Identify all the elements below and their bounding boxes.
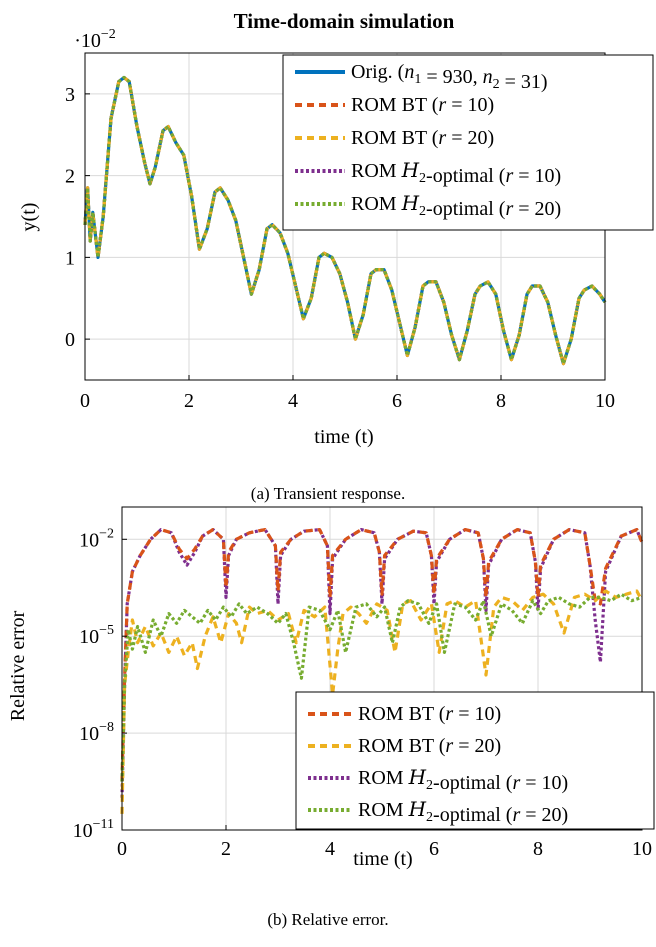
y-axis-label-a: y(t) — [18, 203, 40, 232]
y-tick-label: 3 — [65, 84, 75, 106]
x-tick-label: 10 — [595, 390, 615, 412]
y-axis-label-b: Relative error — [7, 610, 29, 721]
legend-label-h2_10: ROM H2-optimal (r = 10) — [351, 158, 561, 187]
legend-b: ROM BT (r = 10) ROM BT (r = 20) ROM H2-opt… — [295, 691, 655, 830]
legend-label-bt20: ROM BT (r = 20) — [358, 735, 501, 757]
transient-response-chart: 0 2 4 6 8 10 0 1 2 3 Time-domain simulation ·10−2… — [18, 9, 654, 448]
x-axis-label-b: time (t) — [353, 848, 412, 870]
chart-title: Time-domain simulation — [234, 9, 455, 33]
x-tick-label: 2 — [184, 390, 194, 412]
ticks-b: 0 2 4 6 8 10 10−2 10−5 10−8 10−11 — [73, 526, 652, 860]
ticks-a: 0 2 4 6 8 10 0 1 2 3 — [65, 84, 615, 412]
x-tick-label: 2 — [221, 838, 231, 860]
legend-label-bt10: ROM BT (r = 10) — [358, 703, 501, 725]
x-tick-label: 8 — [496, 390, 506, 412]
y-tick-label: 1 — [65, 247, 75, 269]
y-tick-label: 10−11 — [73, 817, 114, 842]
legend-box-a — [282, 54, 654, 231]
y-tick-label: 10−2 — [79, 526, 114, 551]
legend-label-orig: Orig. (n1 = 930, n2 = 31) — [351, 61, 548, 93]
legend-label-h2_20: ROM H2-optimal (r = 20) — [351, 191, 561, 220]
y-tick-label: 2 — [65, 166, 75, 188]
legend-label-h2_10: ROM H2-optimal (r = 10) — [358, 765, 568, 794]
series-line-bt20 — [120, 589, 644, 814]
relative-error-chart: 0 2 4 6 8 10 10−2 10−5 10−8 10−11 time (t) Relati… — [7, 506, 655, 870]
x-tick-label: 4 — [288, 390, 298, 412]
x-tick-label: 6 — [392, 390, 402, 412]
legend-label-bt20: ROM BT (r = 20) — [351, 127, 494, 149]
series-layer-a — [83, 75, 607, 366]
series-line-bt10 — [120, 527, 644, 782]
caption-a: (a) Transient response. — [250, 484, 406, 503]
x-tick-label: 6 — [429, 838, 439, 860]
legend-a: Orig. (n1 = 930, n2 = 31)ROM BT (r = 10)… — [282, 54, 654, 231]
x-tick-label: 0 — [117, 838, 127, 860]
x-tick-label: 8 — [533, 838, 543, 860]
legend-label-bt10: ROM BT (r = 10) — [351, 94, 494, 116]
plot-frame-b — [121, 506, 643, 831]
series-line-h2_20 — [83, 75, 607, 366]
legend-label-h2_20: ROM H2-optimal (r = 20) — [358, 797, 568, 826]
series-line-h2_20 — [120, 592, 643, 782]
y-tick-label: 10−5 — [79, 623, 114, 648]
caption-b: (b) Relative error. — [267, 910, 389, 929]
y-tick-label: 0 — [65, 329, 75, 351]
x-axis-label-a: time (t) — [314, 426, 373, 448]
x-tick-label: 0 — [80, 390, 90, 412]
legend-box-b — [295, 691, 655, 830]
y-scale-label: ·10−2 — [74, 27, 116, 52]
x-tick-label: 4 — [325, 838, 335, 860]
x-tick-label: 10 — [632, 838, 652, 860]
series-layer-b — [120, 527, 644, 814]
y-tick-label: 10−8 — [79, 720, 114, 745]
